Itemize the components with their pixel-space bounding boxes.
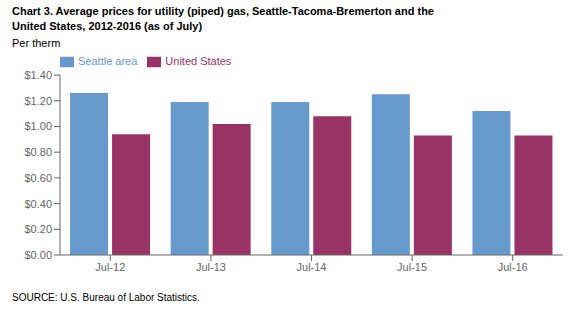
html-text:SOURCE: U.S. Bureau of Labor S: SOURCE: U.S. Bureau of Labor Statistics. [12, 292, 200, 303]
svg-text:$0.40: $0.40 [24, 198, 52, 210]
svg-text:Jul-16: Jul-16 [498, 261, 528, 273]
svg-text:Jul-15: Jul-15 [397, 261, 427, 273]
svg-text:Jul-13: Jul-13 [196, 261, 226, 273]
svg-text:$0.00: $0.00 [24, 249, 52, 261]
html-text:Chart 3. Average prices for ut: Chart 3. Average prices for utility (pip… [12, 5, 434, 17]
svg-text:$0.80: $0.80 [24, 146, 52, 158]
svg-text:$1.40: $1.40 [24, 69, 52, 81]
svg-text:Jul-14: Jul-14 [297, 261, 327, 273]
html-text:Per therm: Per therm [12, 37, 61, 49]
svg-text:Jul-12: Jul-12 [95, 261, 125, 273]
html-text:Seattle area: Seattle area [78, 55, 138, 67]
html-text:United States, 2012-2016 (as o: United States, 2012-2016 (as of July) [12, 20, 203, 32]
html-text:United States: United States [165, 55, 232, 67]
svg-text:$1.00: $1.00 [24, 120, 52, 132]
svg-text:$0.60: $0.60 [24, 172, 52, 184]
svg-text:$0.20: $0.20 [24, 223, 52, 235]
svg-text:$1.20: $1.20 [24, 95, 52, 107]
